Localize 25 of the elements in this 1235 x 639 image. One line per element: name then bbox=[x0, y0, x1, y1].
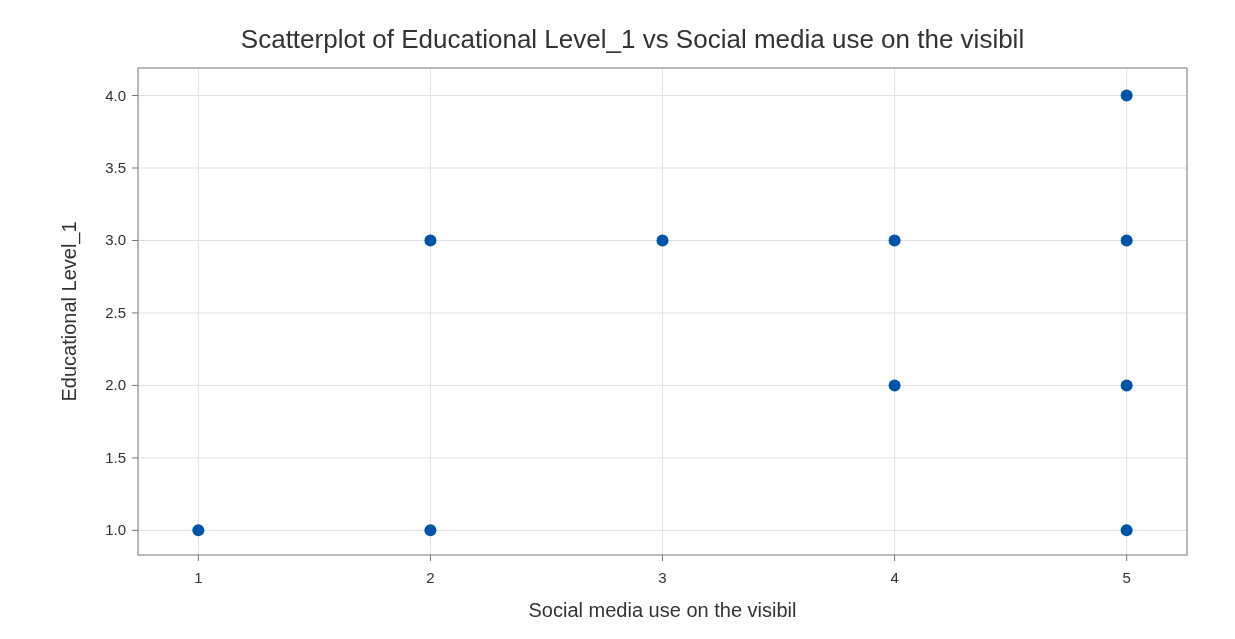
y-axis-title: Educational Level_1 bbox=[58, 221, 81, 402]
point bbox=[888, 379, 901, 392]
x-tick-label: 5 bbox=[1122, 569, 1131, 586]
x-tick-label: 1 bbox=[194, 569, 203, 586]
x-tick-label: 3 bbox=[658, 569, 667, 586]
x-axis-title: Social media use on the visibil bbox=[528, 599, 797, 621]
point bbox=[1120, 234, 1133, 247]
point bbox=[192, 524, 205, 537]
point bbox=[888, 234, 901, 247]
y-tick-label: 2.0 bbox=[105, 376, 126, 394]
chart-title: Scatterplot of Educational Level_1 vs Social media use on the visibil bbox=[240, 24, 1025, 54]
point bbox=[424, 524, 437, 537]
x-tick-label: 4 bbox=[890, 569, 899, 586]
y-tick-label: 1.0 bbox=[105, 521, 126, 539]
x-tick-label: 2 bbox=[426, 569, 435, 586]
point bbox=[424, 234, 437, 247]
y-tick-label: 2.5 bbox=[105, 303, 126, 321]
y-tick-label: 4.0 bbox=[105, 86, 126, 104]
point bbox=[1120, 524, 1133, 537]
y-tick-label: 3.5 bbox=[105, 159, 126, 177]
y-tick-label: 1.5 bbox=[105, 448, 126, 466]
point bbox=[1120, 89, 1133, 102]
point bbox=[656, 234, 669, 247]
y-tick-label: 3.0 bbox=[105, 231, 126, 249]
point bbox=[1120, 379, 1133, 392]
